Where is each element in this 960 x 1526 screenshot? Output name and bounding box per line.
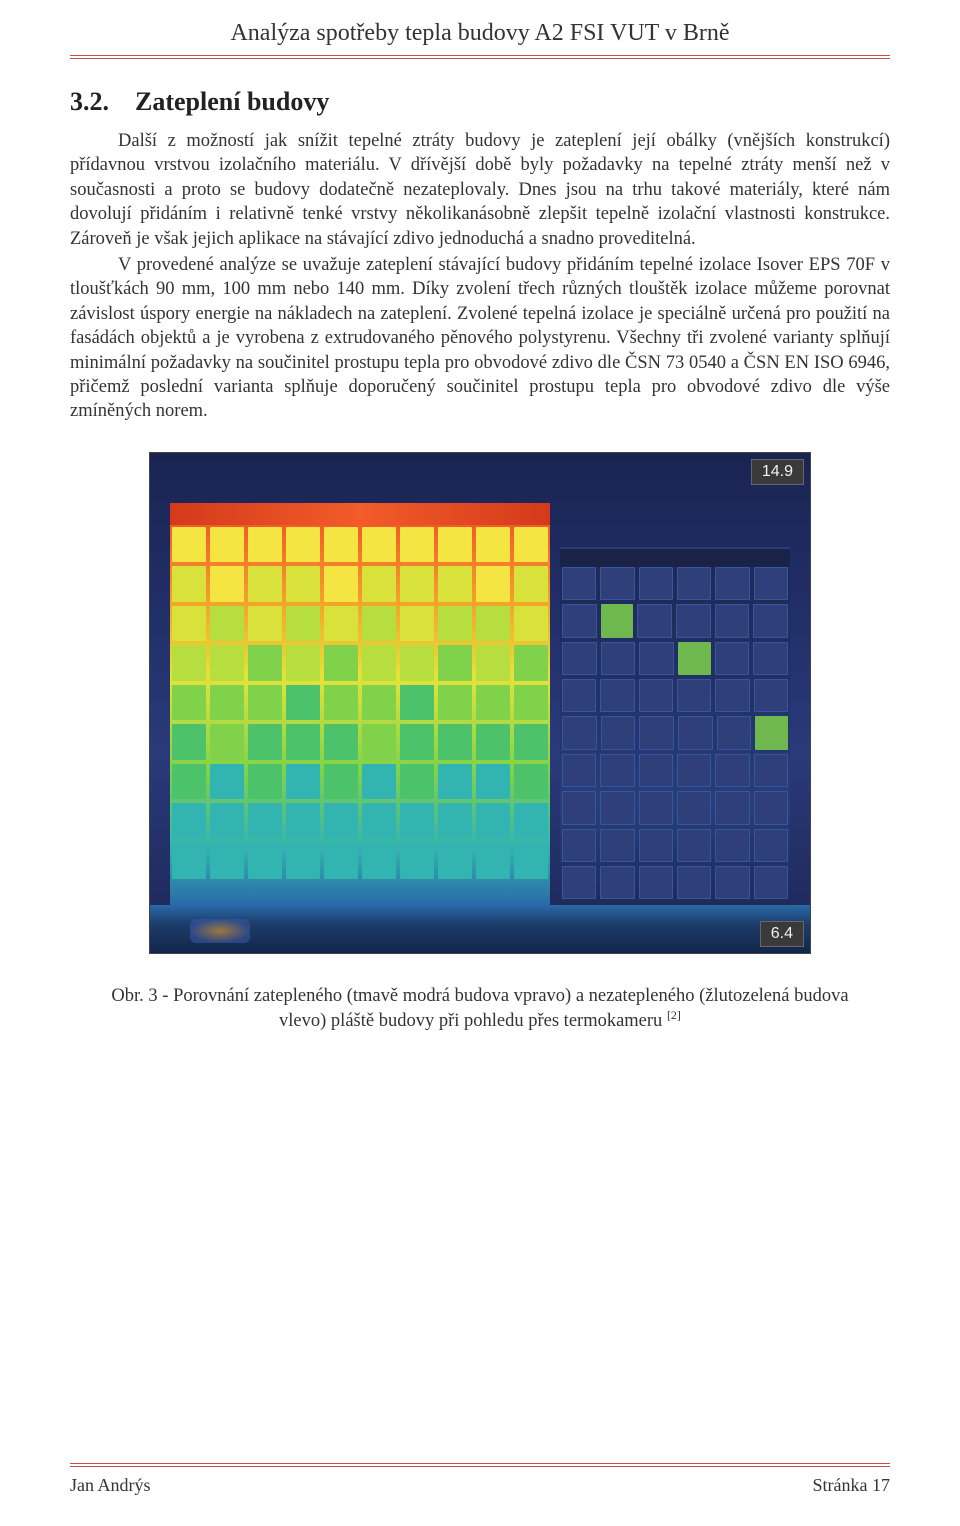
caption-text: Porovnání zatepleného (tmavě modrá budov… <box>173 986 849 1032</box>
caption-reference: [2] <box>667 1008 681 1022</box>
ground <box>150 905 810 953</box>
roof <box>170 503 550 525</box>
thermal-scale-high-badge: 14.9 <box>751 459 804 485</box>
page: Analýza spotřeby tepla budovy A2 FSI VUT… <box>0 0 960 1526</box>
page-footer: Jan Andrýs Stránka 17 <box>70 1463 890 1496</box>
building-right-insulated <box>560 565 790 905</box>
body-text: Další z možností jak snížit tepelné ztrá… <box>70 129 890 426</box>
thermal-scale-low-badge: 6.4 <box>760 921 804 947</box>
thermal-image: 14.9 <box>149 452 811 954</box>
section-title: Zateplení budovy <box>135 87 329 116</box>
figure: 14.9 <box>149 452 811 954</box>
figure-caption: Obr. 3 - Porovnání zatepleného (tmavě mo… <box>110 984 850 1034</box>
building-left-uninsulated <box>170 525 550 905</box>
paragraph: Další z možností jak snížit tepelné ztrá… <box>70 129 890 251</box>
spacer <box>70 1034 890 1423</box>
footer-page-number: Stránka 17 <box>813 1475 890 1496</box>
footer-author: Jan Andrýs <box>70 1475 151 1496</box>
section-number: 3.2. <box>70 87 109 116</box>
section-heading: 3.2. Zateplení budovy <box>70 87 890 117</box>
paragraph: V provedené analýze se uvažuje zateplení… <box>70 253 890 424</box>
page-running-header: Analýza spotřeby tepla budovy A2 FSI VUT… <box>70 20 890 59</box>
caption-prefix: Obr. 3 - <box>111 986 173 1006</box>
roof <box>560 547 790 567</box>
